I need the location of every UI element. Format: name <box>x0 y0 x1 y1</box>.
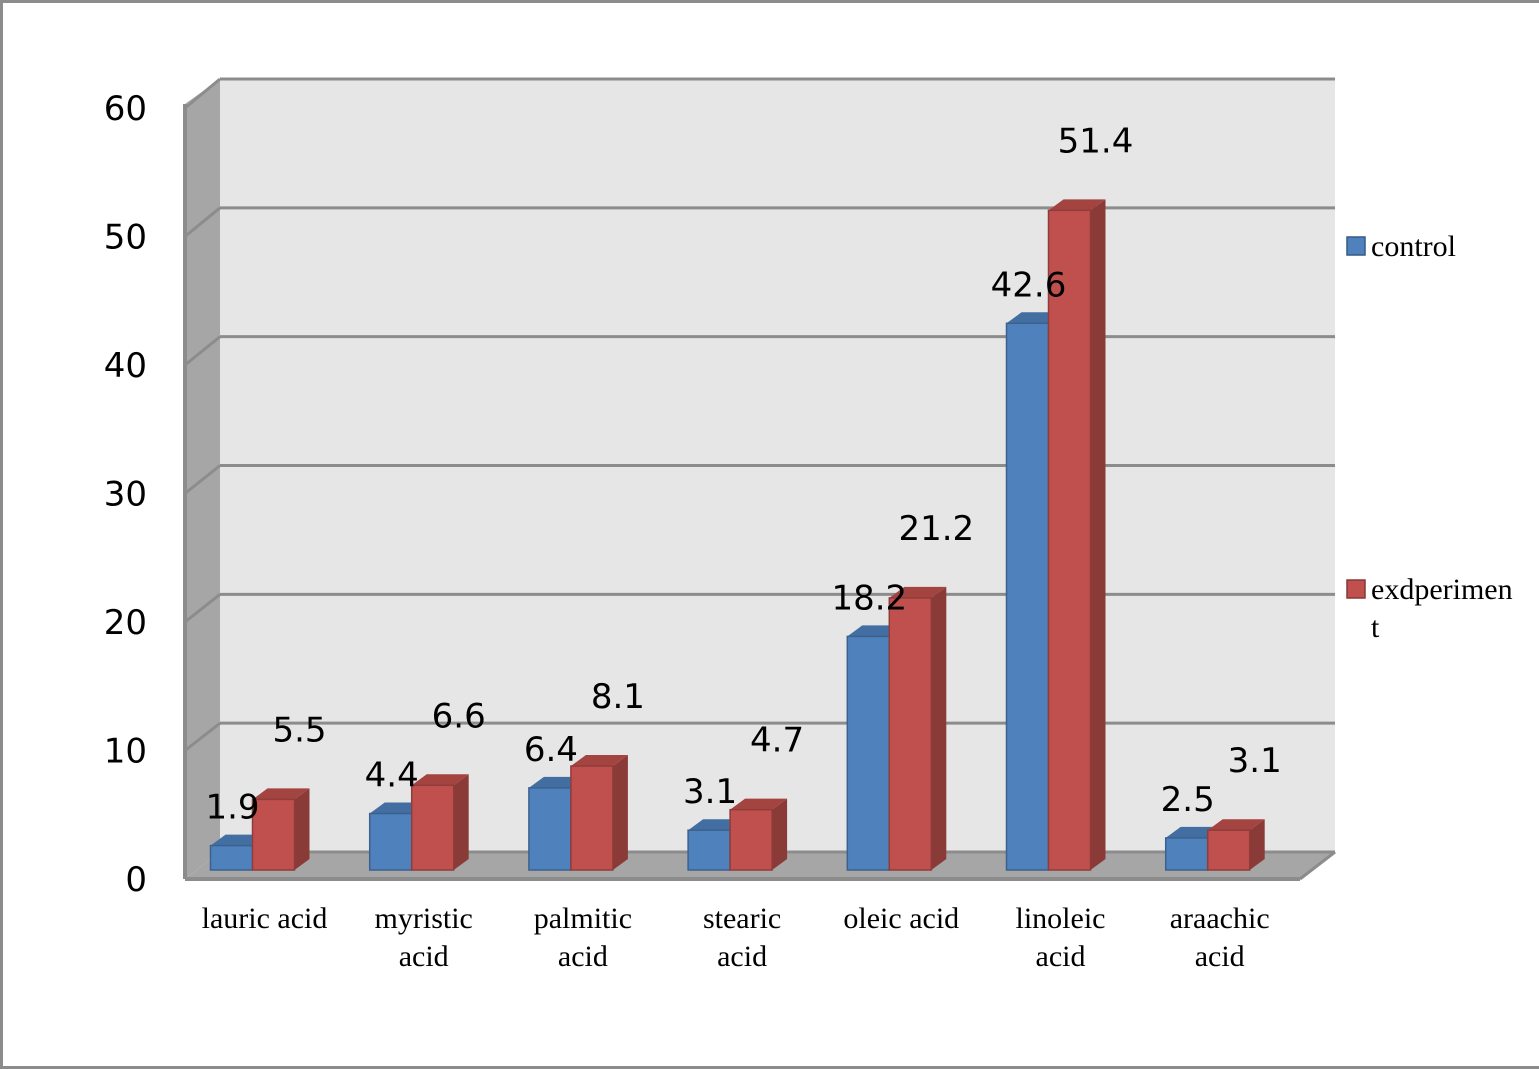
x-axis-labels: lauric acid myristic acid palmitic acid stear… <box>202 902 1270 973</box>
data-label: 18.2 <box>831 578 907 618</box>
bar-front <box>1164 837 1209 871</box>
bar-experiment <box>570 755 628 871</box>
bar-front <box>1206 829 1251 871</box>
y-tick-label: 50 <box>104 218 147 258</box>
bar-top <box>1207 819 1265 831</box>
x-tick-label: araachic <box>1170 902 1270 935</box>
bar-front <box>410 784 455 871</box>
gridline-side <box>184 721 221 752</box>
data-labels: 1.9 5.5 4.4 6.6 6.4 8.1 3.1 4.7 18.2 21.2 42.6 51.4… <box>205 121 1281 827</box>
bar-side <box>612 755 628 870</box>
bar-experiment <box>251 788 310 871</box>
data-label: 6.6 <box>432 696 486 736</box>
x-tick-label: oleic acid <box>843 902 959 935</box>
data-label: 3.1 <box>1228 741 1282 781</box>
bar-experiment <box>1047 199 1106 871</box>
data-label: 51.4 <box>1058 121 1134 161</box>
x-tick-label: acid <box>399 940 449 973</box>
bar-chart: 0 10 20 30 40 50 60 1.9 5.5 4.4 6.6 6.4 8.1 3.1 4.7 18… <box>104 77 1513 973</box>
bar-top <box>411 774 469 786</box>
bar-front <box>1005 322 1050 871</box>
bar-front <box>251 798 296 871</box>
bar-side <box>931 586 947 870</box>
x-tick-label: acid <box>1036 940 1086 973</box>
bar-front <box>209 844 254 871</box>
bar-front <box>368 812 413 871</box>
legend-label: t <box>1371 611 1380 644</box>
legend-item-experiment: exdperimen t <box>1346 573 1513 644</box>
data-label: 42.6 <box>991 265 1067 305</box>
legend-label: exdperimen <box>1371 573 1513 606</box>
y-tick-label: 0 <box>125 860 147 900</box>
data-label: 21.2 <box>898 509 974 549</box>
x-tick-label: linoleic <box>1016 902 1106 935</box>
bar-side <box>453 774 469 870</box>
y-tick-label: 20 <box>104 603 147 643</box>
bars <box>209 199 1265 871</box>
gridline-side <box>184 77 221 110</box>
data-label: 6.4 <box>524 730 578 770</box>
bar-front <box>729 808 773 871</box>
floor-right-edge <box>1299 850 1336 881</box>
bar-front <box>687 829 731 871</box>
gridlines <box>184 77 1335 752</box>
x-tick-label: acid <box>717 940 767 973</box>
bar-side <box>1249 819 1265 870</box>
data-label: 2.5 <box>1161 780 1215 820</box>
x-tick-label: stearic <box>703 902 781 935</box>
gridline-side <box>184 335 221 367</box>
bar-top <box>730 798 788 810</box>
legend-swatch <box>1346 579 1366 599</box>
x-tick-label: lauric acid <box>202 902 328 935</box>
bar-front <box>1047 209 1092 871</box>
bar-experiment <box>729 798 788 871</box>
data-label: 3.1 <box>683 772 737 812</box>
bar-experiment <box>888 586 947 871</box>
gridline-side <box>184 464 221 495</box>
y-axis-ticks: 0 10 20 30 40 50 60 <box>104 89 147 900</box>
data-label: 5.5 <box>272 710 326 750</box>
bar-experiment <box>410 774 469 871</box>
x-tick-label: palmitic <box>534 902 632 935</box>
bar-side <box>772 798 788 870</box>
y-tick-label: 10 <box>104 732 147 772</box>
bar-front <box>888 597 933 871</box>
bar-front <box>528 787 572 871</box>
data-label: 4.7 <box>750 721 804 761</box>
bar-top <box>1048 199 1106 211</box>
bar-front <box>846 635 891 871</box>
bar-top <box>252 788 310 800</box>
data-label: 4.4 <box>365 756 419 796</box>
x-tick-label: acid <box>1195 940 1245 973</box>
y-tick-label: 40 <box>104 346 147 386</box>
data-label: 8.1 <box>591 677 645 717</box>
gridline-side <box>184 593 221 624</box>
x-tick-label: myristic <box>375 902 473 935</box>
data-label: 1.9 <box>205 788 259 828</box>
y-tick-label: 30 <box>104 475 147 515</box>
x-tick-label: acid <box>558 940 608 973</box>
bar-top <box>570 755 628 767</box>
bar-top <box>889 586 947 598</box>
bar-experiment <box>1206 819 1265 871</box>
bar-side <box>1090 199 1106 870</box>
y-tick-label: 60 <box>104 89 147 129</box>
legend-item-control: control <box>1346 230 1456 263</box>
legend: control exdperimen t <box>1346 230 1513 644</box>
legend-label: control <box>1371 230 1456 263</box>
bar-front <box>570 765 614 871</box>
legend-swatch <box>1346 236 1366 256</box>
gridline-side <box>184 206 221 238</box>
bar-side <box>294 788 310 870</box>
